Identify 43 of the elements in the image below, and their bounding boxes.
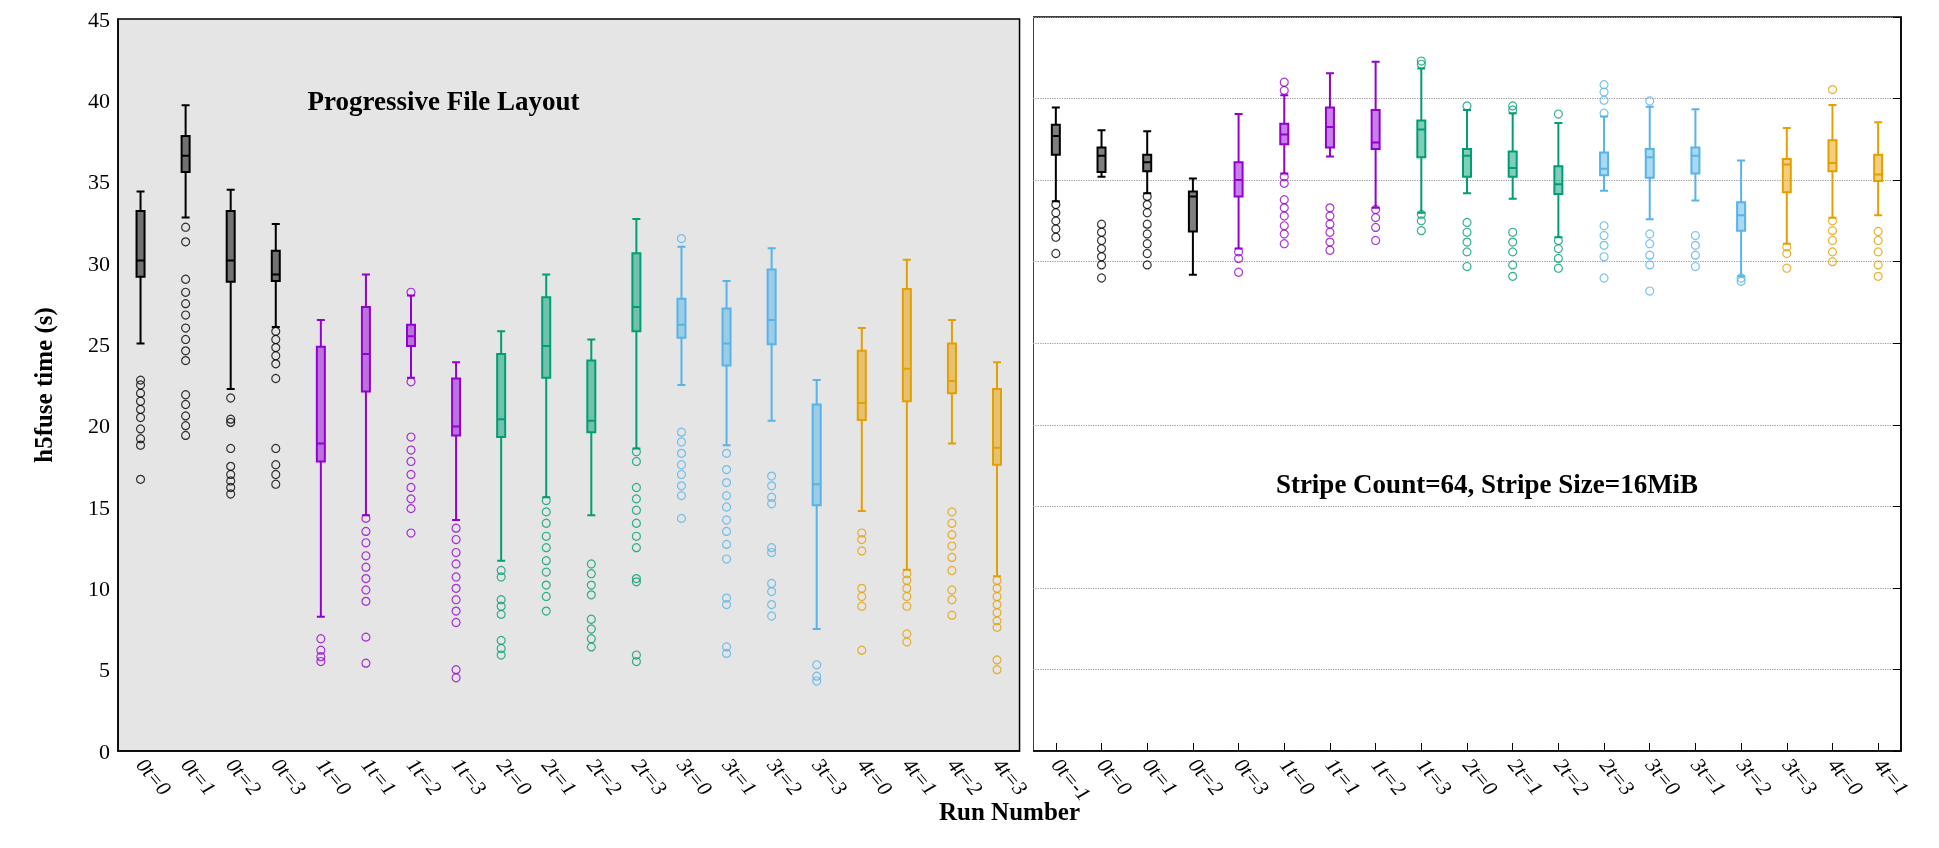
y-tick-label: 40: [88, 87, 110, 113]
x-tick-label: 0t=3: [1229, 753, 1275, 801]
x-tick-label: 1t=2: [401, 753, 447, 801]
x-tick-label: 3t=0: [1639, 752, 1686, 801]
text: Progressive File Layout: [307, 86, 580, 117]
x-tick-label: 0t=0: [1092, 753, 1138, 801]
x-tick-label: 1t=0: [1275, 753, 1321, 801]
x-tick-label: 2t=3: [627, 753, 672, 801]
x-tick-label: 4t=1: [897, 753, 943, 801]
x-tick-label: 4t=0: [852, 753, 898, 801]
x-tick-label: 0t=3: [266, 753, 312, 801]
y-tick-label: 20: [88, 413, 110, 439]
y-tick-label: 25: [88, 331, 110, 357]
y-tick-label: 15: [88, 494, 110, 520]
y-tick-label: 10: [88, 575, 110, 601]
x-tick-label: 1t=0: [311, 753, 357, 801]
y-tick-label: 45: [88, 6, 110, 32]
x-tick-label: 0t=1: [176, 753, 222, 801]
x-tick-label: 1t=3: [1412, 753, 1457, 801]
x-tick-label: 0t=1: [1138, 753, 1183, 801]
x-tick-label: 4t=3: [987, 753, 1033, 801]
x-tick-label: 2t=3: [1594, 753, 1640, 801]
x-tick-label: 1t=1: [356, 753, 402, 801]
x-tick-label: 1t=2: [1366, 753, 1412, 801]
x-tick-label: 3t=0: [671, 752, 718, 801]
x-tick-label: 4t=1: [1868, 753, 1914, 801]
y-tick-label: 35: [88, 169, 110, 195]
x-tick-label: 4t=2: [942, 753, 988, 801]
x-tick-label: 1t=3: [446, 753, 492, 801]
text: Stripe Count=64, Stripe Size=16MiB: [1275, 469, 1699, 500]
x-tick-label: 2t=0: [491, 753, 538, 801]
y-tick-label: 0: [99, 738, 110, 764]
y-axis-title: h5fuse time (s): [30, 307, 58, 463]
x-tick-label: 0t=2: [1183, 753, 1229, 801]
x-tick-label: 3t=3: [806, 752, 853, 801]
x-tick-label: 0t=0: [131, 753, 177, 801]
x-tick-label: 0t=2: [221, 753, 267, 801]
x-tick-label: 3t=3: [1776, 752, 1823, 801]
x-tick-label: 1t=1: [1320, 753, 1366, 801]
x-tick-label: 2t=0: [1457, 753, 1503, 801]
y-tick-label: 5: [99, 657, 110, 683]
y-tick-label: 30: [88, 250, 110, 276]
x-tick-label: 4t=0: [1823, 753, 1869, 801]
